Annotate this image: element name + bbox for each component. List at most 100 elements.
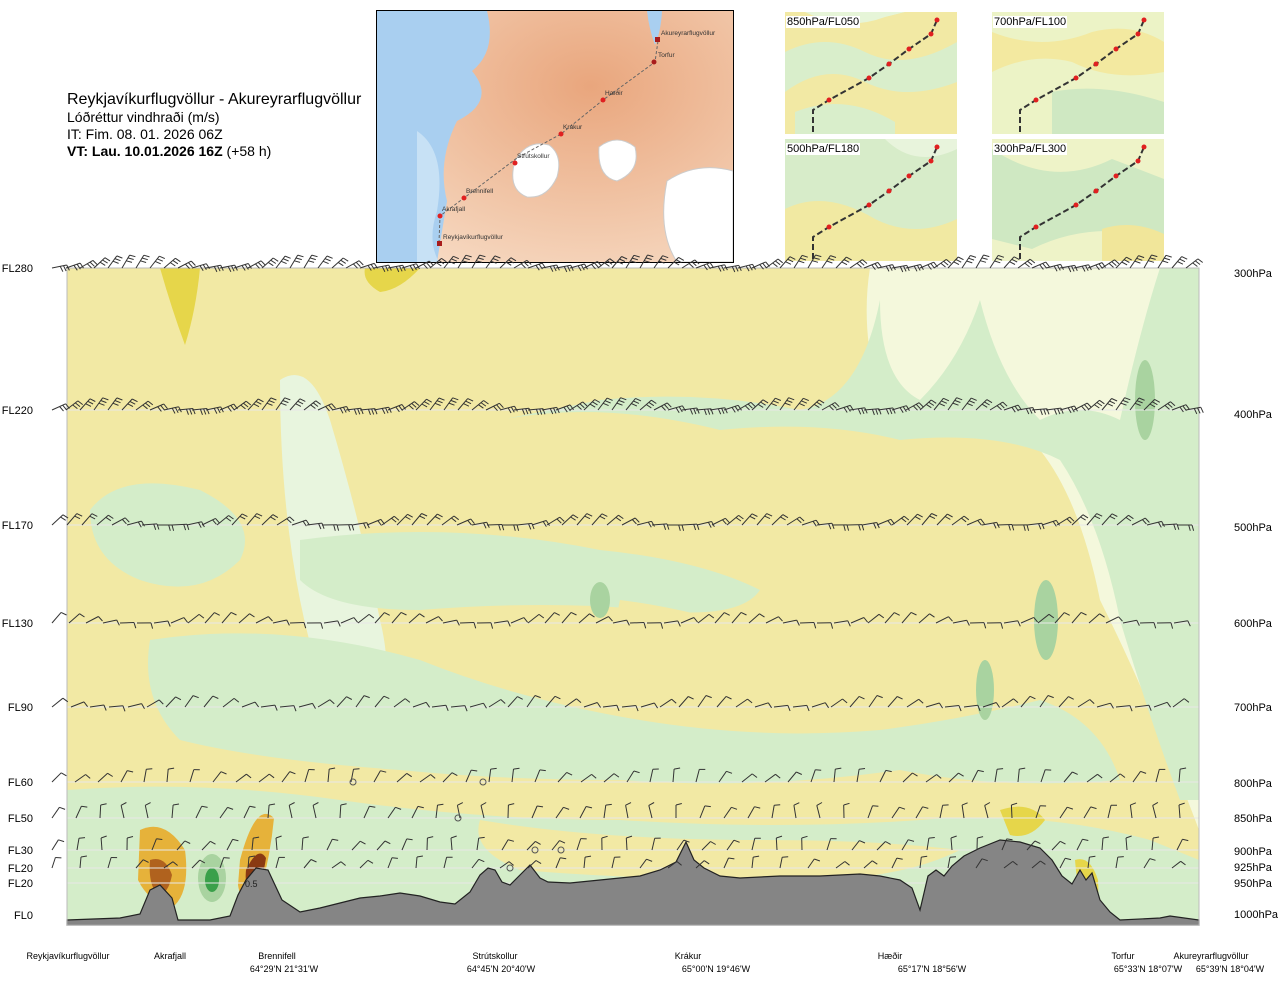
wind-barb-feather: [966, 402, 973, 407]
wind-barb-feather: [268, 400, 275, 404]
wind-barb: [906, 513, 918, 526]
wind-barb: [751, 838, 756, 851]
wind-barb: [374, 612, 385, 624]
wind-barb-feather: [1011, 258, 1018, 263]
wind-barb-feather: [368, 614, 375, 619]
wind-barb-feather: [954, 399, 961, 403]
wind-barb: [611, 857, 615, 869]
wind-barb-feather: [653, 702, 659, 709]
mini-map-500: 500hPa/FL180: [785, 139, 957, 261]
wind-barb-feather: [157, 406, 162, 412]
wind-barb-feather: [681, 524, 685, 531]
wind-barb: [583, 261, 598, 269]
wind-barb-feather: [1165, 254, 1172, 258]
wind-barb-feather: [872, 860, 878, 865]
wind-barb-feather: [116, 397, 123, 401]
wind-barb: [51, 264, 67, 269]
wind-barb: [833, 620, 848, 624]
wind-barb-feather: [1041, 523, 1045, 530]
wind-barb: [1020, 616, 1035, 624]
route-point-reykjavik: [437, 241, 442, 246]
wind-barb: [580, 773, 592, 783]
wind-barb-feather: [377, 520, 382, 526]
wind-barb-feather: [788, 397, 795, 401]
wind-barb-feather: [606, 397, 613, 401]
wind-barb: [667, 405, 683, 411]
wind-barb: [493, 620, 508, 624]
wind-barb: [625, 255, 635, 269]
map-label-torfur: Torfur: [658, 52, 675, 59]
wind-barb-feather: [1136, 619, 1140, 626]
wind-barb-feather: [717, 408, 722, 415]
wind-barb: [811, 702, 826, 708]
wind-barb-feather: [282, 258, 289, 262]
wind-barb-feather: [254, 515, 261, 520]
wind-barb-feather: [121, 519, 127, 525]
wind-barb: [933, 397, 944, 411]
wind-barb-feather: [828, 257, 835, 261]
waypoint-coord: 65°33'N 18°07'W: [1114, 964, 1183, 974]
wind-barb: [810, 769, 816, 783]
wind-barb-feather: [1111, 513, 1118, 517]
wind-barb-feather: [1129, 705, 1133, 712]
wind-barb: [303, 859, 312, 869]
wind-barb-feather: [127, 257, 134, 260]
wind-barb: [258, 773, 270, 783]
wind-barb-feather: [910, 611, 917, 616]
wind-barb-feather: [1179, 406, 1184, 413]
wind-barb: [426, 513, 438, 526]
wind-barb: [345, 260, 360, 269]
wind-barb: [933, 258, 947, 269]
wind-barb-feather: [977, 520, 982, 526]
wind-barb-feather: [1148, 705, 1152, 711]
wind-barb: [107, 397, 118, 411]
wind-barb: [279, 705, 294, 708]
wind-barb: [1116, 514, 1129, 526]
wind-barb: [120, 805, 125, 819]
wind-barb-feather: [1014, 405, 1019, 412]
wind-barb: [989, 401, 1004, 411]
wind-barb-feather: [1039, 264, 1044, 270]
map-label-brennifell: Brennifell: [466, 188, 494, 195]
wind-barb: [51, 772, 62, 783]
wind-barb: [1157, 401, 1171, 411]
wind-barb-feather: [371, 408, 375, 415]
wind-barb: [716, 696, 727, 708]
wind-barb-feather: [1149, 257, 1156, 260]
wind-barb-feather: [918, 698, 924, 704]
wind-barb: [126, 520, 142, 526]
wind-barb-feather: [240, 404, 246, 410]
wind-barb: [513, 259, 528, 269]
wind-barb: [89, 704, 104, 708]
wind-barb: [901, 612, 912, 624]
wind-barb-feather: [815, 769, 822, 771]
wind-barb-feather: [517, 696, 523, 700]
wind-barb: [625, 837, 628, 851]
wind-barb: [1101, 259, 1115, 269]
wind-barb: [863, 860, 873, 869]
wind-barb: [672, 769, 675, 783]
wind-barb-feather: [1067, 266, 1072, 273]
ocean-west: [377, 11, 490, 262]
wind-barb: [135, 859, 144, 869]
wind-barb: [835, 256, 847, 269]
wind-barb-feather: [255, 263, 260, 269]
wind-barb: [751, 261, 766, 269]
wind-barb-feather: [966, 260, 973, 264]
wind-barb: [891, 264, 907, 269]
wind-barb-feather: [74, 402, 81, 407]
wind-barb: [718, 771, 727, 783]
wind-barb: [233, 263, 249, 269]
wind-barb-feather: [1033, 617, 1038, 623]
wind-barb-feather: [549, 266, 554, 272]
wind-barb: [527, 860, 537, 869]
wind-barb-feather: [859, 840, 866, 844]
wind-barb: [779, 857, 783, 869]
wind-barb: [678, 696, 689, 708]
wind-barb-feather: [813, 403, 820, 409]
wind-barb: [163, 861, 174, 869]
wind-barb-feather: [332, 838, 339, 841]
wind-barb-feather: [831, 523, 835, 529]
wind-barb-feather: [438, 260, 445, 265]
wind-barb-feather: [516, 524, 520, 531]
